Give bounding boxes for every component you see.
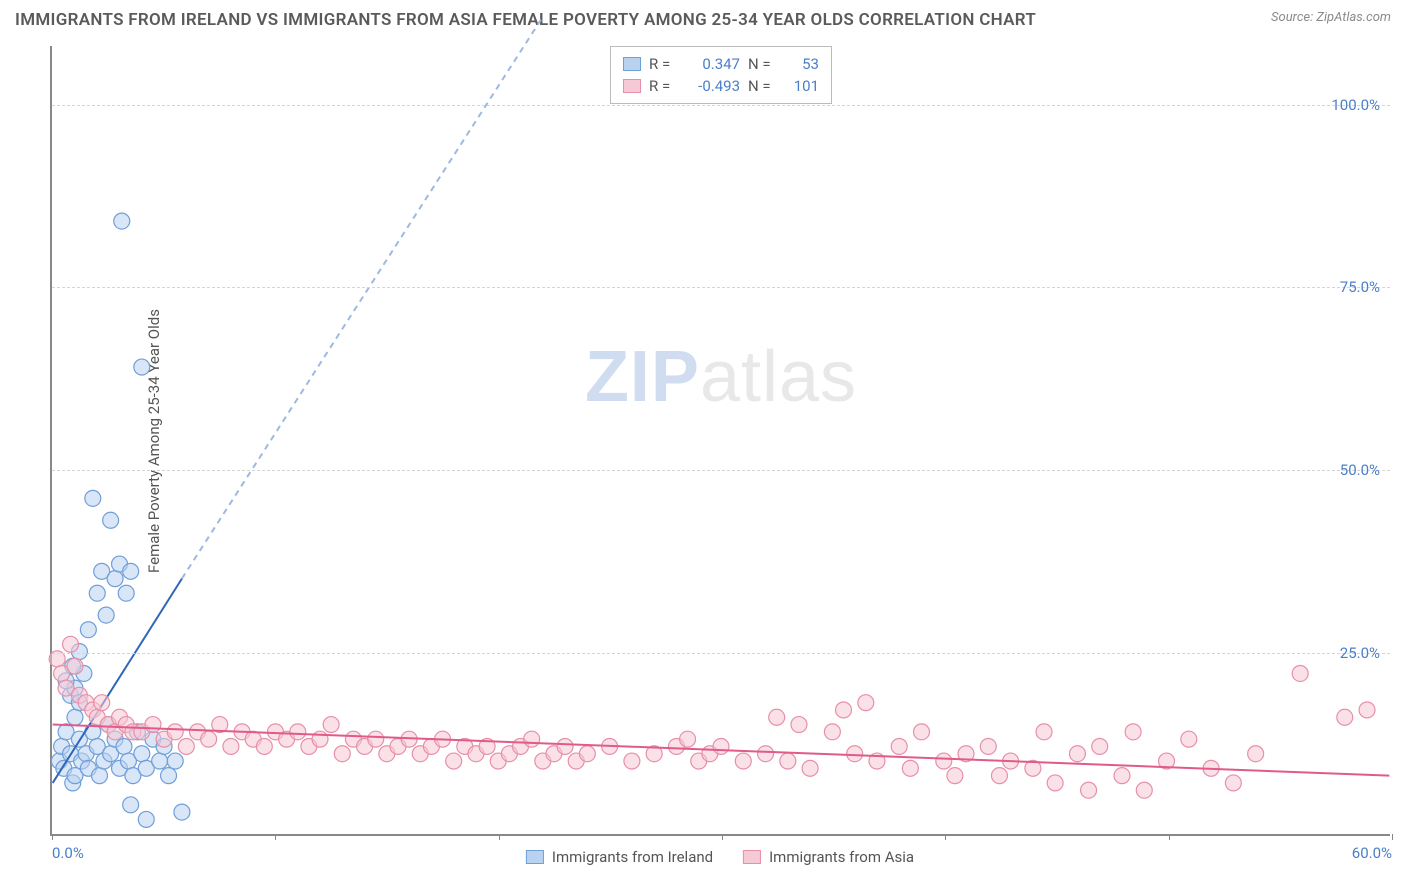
- stats-row-asia: R = -0.493 N = 101: [623, 75, 819, 97]
- swatch-ireland: [623, 57, 641, 71]
- legend-item-asia: Immigrants from Asia: [743, 848, 914, 866]
- legend-label-asia: Immigrants from Asia: [769, 848, 914, 866]
- chart-title: IMMIGRANTS FROM IRELAND VS IMMIGRANTS FR…: [15, 10, 1036, 30]
- stats-row-ireland: R = 0.347 N = 53: [623, 53, 819, 75]
- plot-region: ZIPatlas R = 0.347 N = 53 R = -0.493 N =…: [50, 46, 1390, 836]
- stats-n-asia: 101: [784, 77, 819, 95]
- stats-r-label: R =: [649, 77, 677, 95]
- stats-n-label: N =: [748, 77, 776, 95]
- stats-r-asia: -0.493: [685, 77, 740, 95]
- stats-box: R = 0.347 N = 53 R = -0.493 N = 101: [610, 46, 832, 104]
- stats-r-label: R =: [649, 55, 677, 73]
- stats-n-label: N =: [748, 55, 776, 73]
- legend-swatch-ireland: [526, 850, 544, 864]
- scatter-svg: [52, 46, 1390, 834]
- legend-item-ireland: Immigrants from Ireland: [526, 848, 713, 866]
- chart-area: Female Poverty Among 25-34 Year Olds ZIP…: [50, 46, 1390, 836]
- source-attribution: Source: ZipAtlas.com: [1271, 10, 1391, 25]
- legend-swatch-asia: [743, 850, 761, 864]
- legend-label-ireland: Immigrants from Ireland: [552, 848, 713, 866]
- stats-n-ireland: 53: [784, 55, 819, 73]
- stats-r-ireland: 0.347: [685, 55, 740, 73]
- legend: Immigrants from Ireland Immigrants from …: [526, 848, 914, 866]
- swatch-asia: [623, 79, 641, 93]
